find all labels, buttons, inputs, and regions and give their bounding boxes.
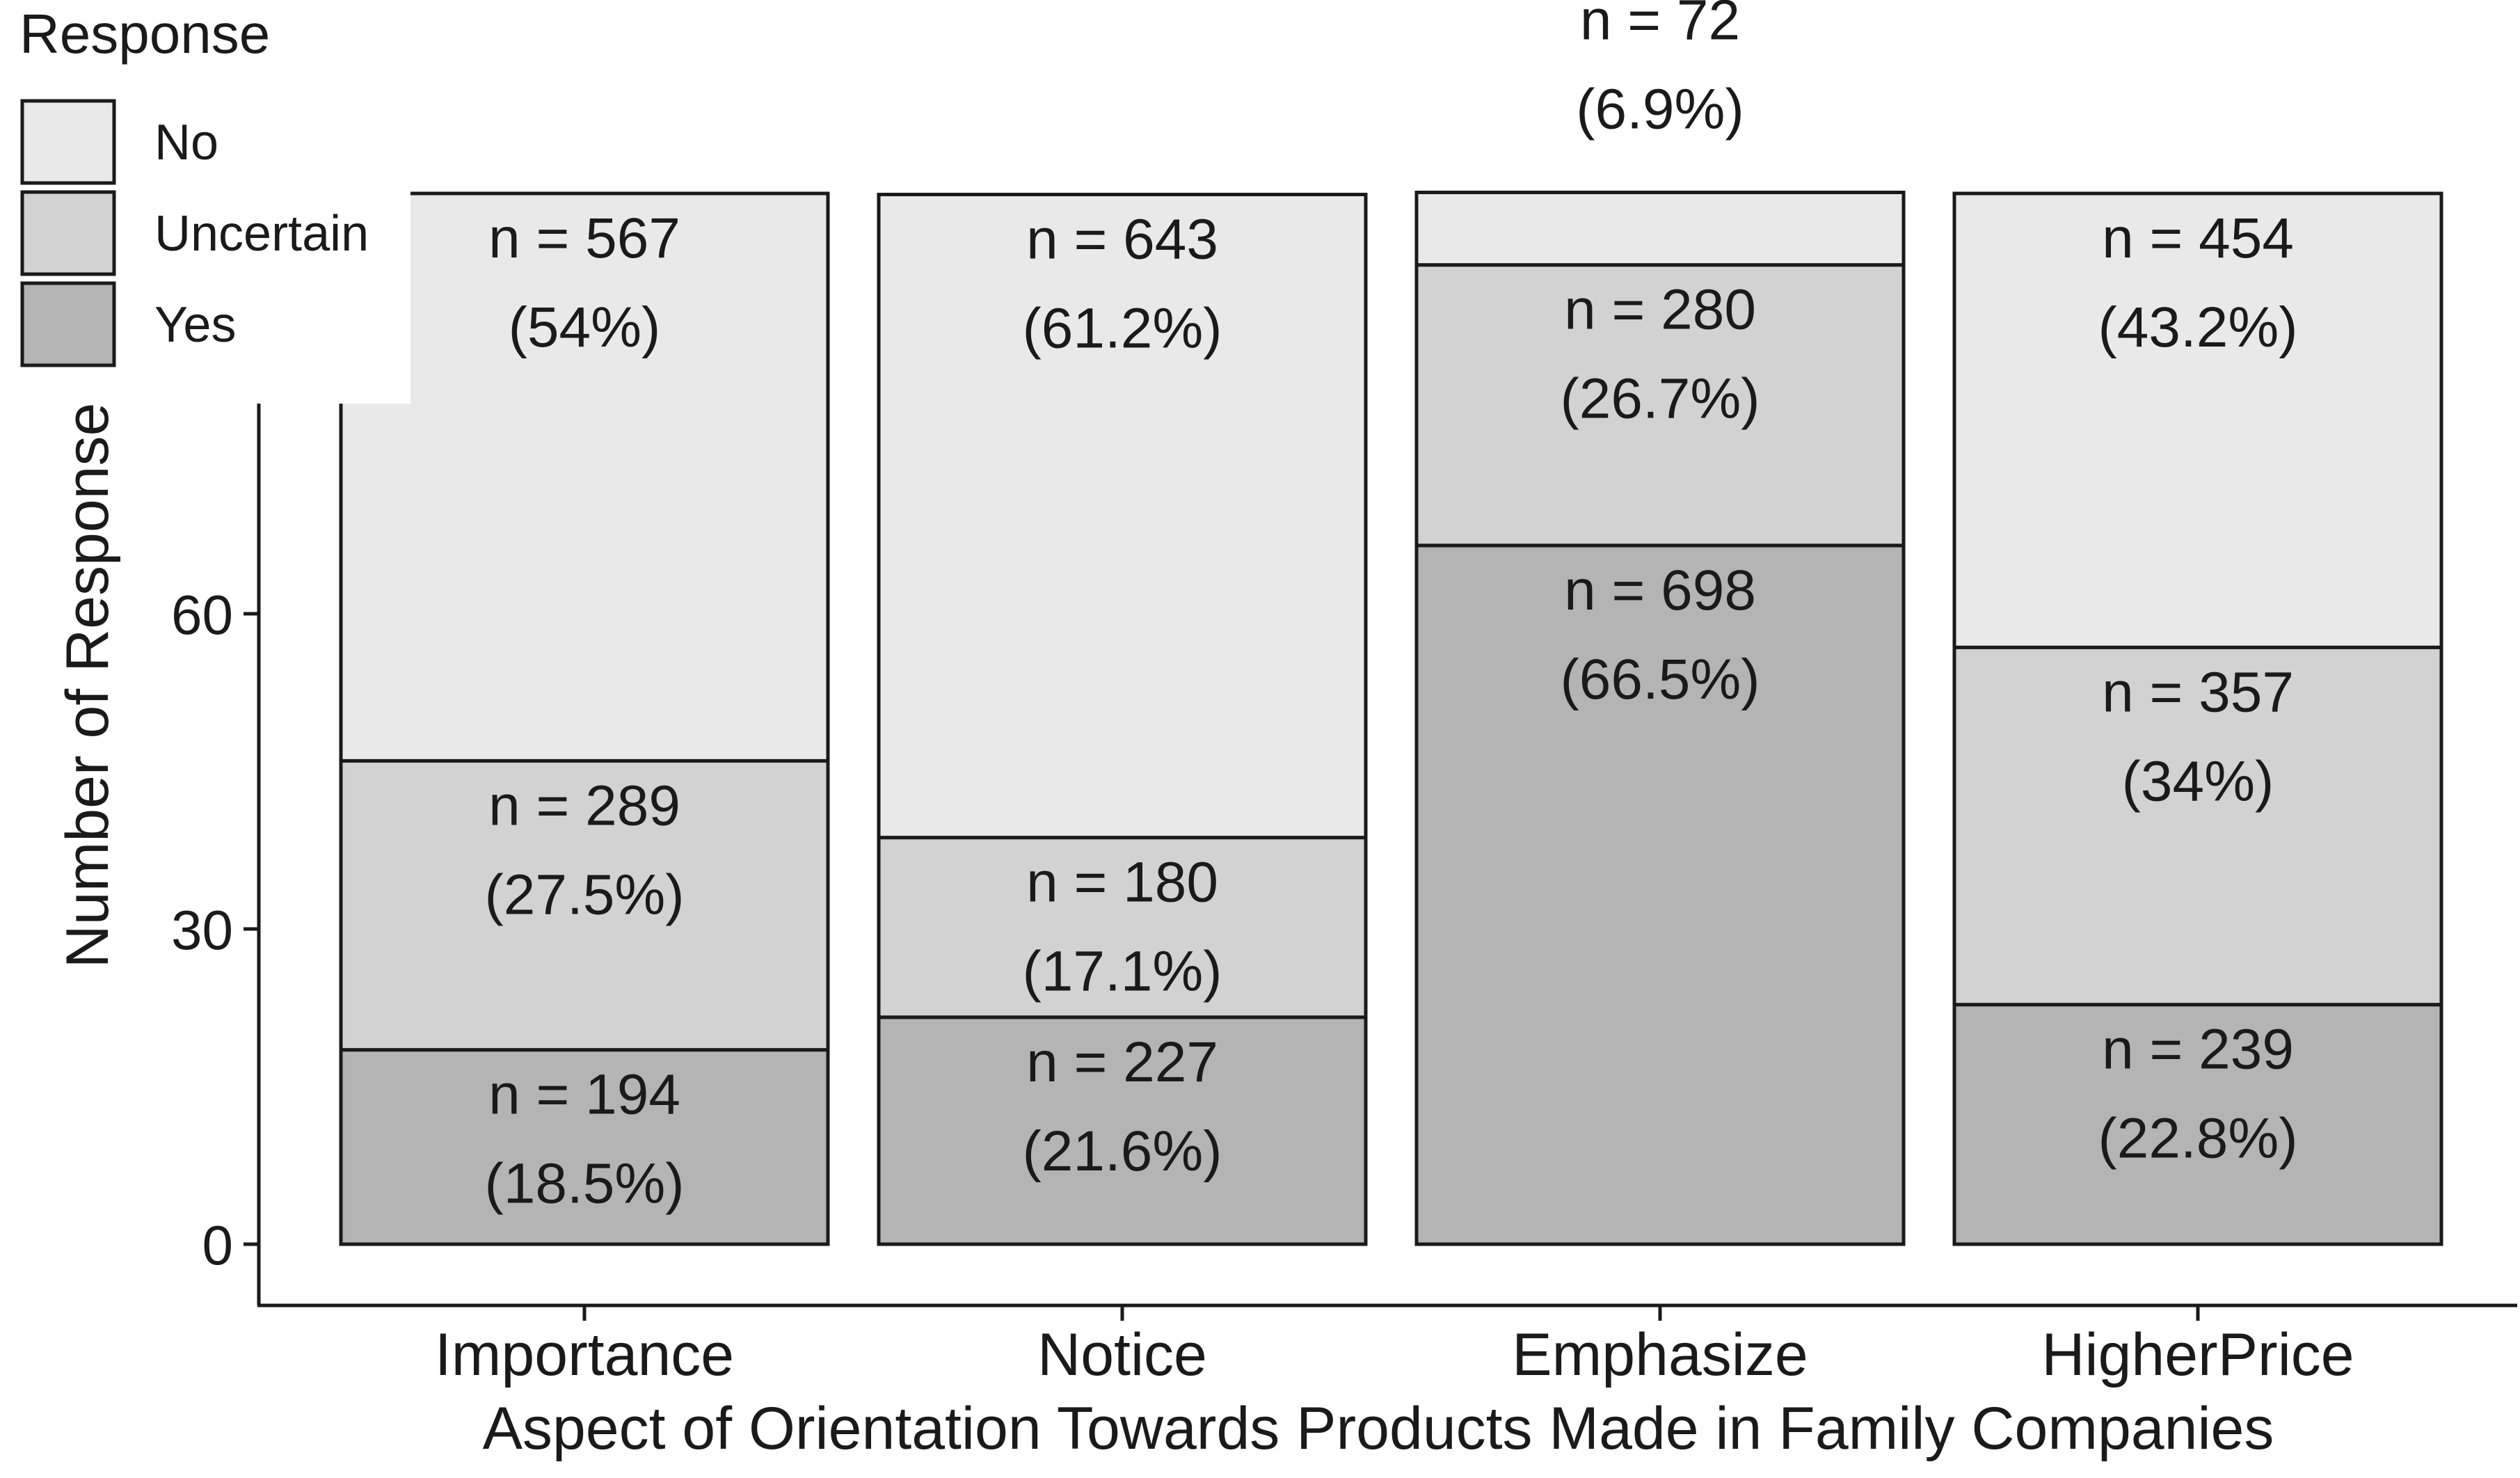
data-label: (54%) [509, 296, 661, 359]
bar-segment-uncertain [1952, 645, 2443, 1007]
data-label: n = 180 [1026, 851, 1218, 914]
bar-segment-no [877, 193, 1368, 840]
bar-segment-yes [1414, 543, 1906, 1246]
y-axis-title: Number of Response [54, 403, 121, 969]
data-label: (27.5%) [484, 863, 684, 926]
data-label: n = 72 [1580, 0, 1740, 51]
y-tick-label: 0 [202, 1214, 234, 1276]
x-axis-title: Aspect of Orientation Towards Products M… [483, 1395, 2274, 1462]
y-tick-label: 60 [171, 584, 233, 646]
legend-swatch-uncertain [20, 190, 116, 276]
data-label: (21.6%) [1022, 1120, 1222, 1183]
data-label: (26.7%) [1560, 367, 1760, 431]
data-label: n = 227 [1026, 1031, 1218, 1094]
legend-label-yes: Yes [154, 297, 236, 353]
x-tick-label: Importance [435, 1321, 734, 1388]
data-label: n = 289 [488, 774, 680, 837]
data-label: n = 698 [1564, 559, 1756, 622]
data-label: n = 357 [2102, 660, 2294, 724]
bar-segment-no [339, 191, 830, 763]
data-label: (34%) [2122, 749, 2274, 813]
data-label: (66.5%) [1560, 648, 1760, 711]
data-label: n = 239 [2102, 1018, 2294, 1081]
legend-swatch-no [20, 99, 116, 185]
x-tick-label: Notice [1037, 1321, 1207, 1388]
x-tick-labels: Importance Notice Emphasize HigherPrice [435, 1305, 2354, 1388]
bar-segment-yes [1952, 1003, 2443, 1246]
bar-segment-yes [339, 1048, 830, 1246]
data-label: n = 567 [488, 207, 680, 270]
legend-label-uncertain: Uncertain [154, 206, 369, 262]
bars: n = 194 (18.5%) n = 289 (27.5%) n = 567 (54%)… [339, 0, 2443, 1246]
data-label: (22.8%) [2098, 1107, 2297, 1170]
bar-segment-no [1952, 191, 2443, 649]
legend: Response No Uncertain Yes [0, 0, 410, 404]
x-tick-label: Emphasize [1512, 1321, 1808, 1388]
data-label: (61.2%) [1022, 297, 1222, 360]
data-label: (43.2%) [2098, 296, 2297, 359]
y-ticks: 0 30 60 [171, 584, 259, 1276]
y-tick-label: 30 [171, 899, 233, 961]
bar-segment-no [1414, 190, 1906, 267]
legend-swatch-yes [20, 281, 116, 367]
x-tick-label: HigherPrice [2041, 1321, 2354, 1388]
bar-segment-uncertain [339, 758, 830, 1052]
legend-title: Response [19, 3, 270, 65]
data-label: (6.9%) [1576, 77, 1744, 141]
data-label: n = 194 [488, 1063, 680, 1127]
legend-label-no: No [154, 115, 218, 170]
data-label: (17.1%) [1022, 940, 1222, 1003]
data-label: n = 280 [1564, 278, 1756, 342]
data-label: n = 643 [1026, 208, 1218, 271]
data-label: n = 454 [2102, 207, 2294, 270]
data-label: (18.5%) [484, 1152, 684, 1216]
